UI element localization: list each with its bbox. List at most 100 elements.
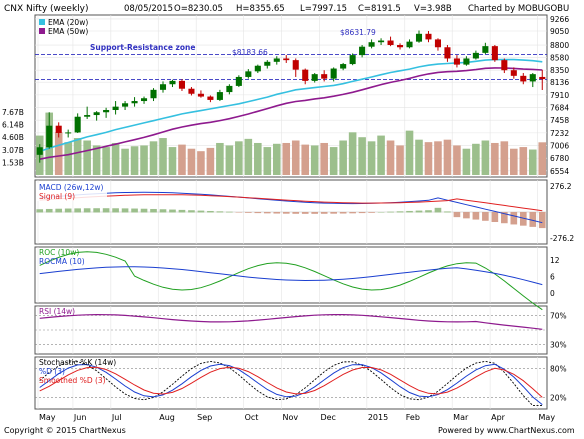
candle-body [178, 80, 185, 89]
volume-bar [92, 145, 101, 175]
macd-tick-label: -276.2 [550, 234, 574, 243]
macd-histogram-bar [102, 208, 110, 213]
candle-body [197, 93, 204, 97]
macd-histogram-bar [538, 212, 546, 229]
volume-bar [130, 146, 139, 175]
candle-body [378, 40, 385, 43]
volume-tick-label: 7.67B [2, 108, 24, 117]
candle-body [93, 112, 100, 116]
volume-bar [83, 140, 91, 175]
candle-body [434, 39, 441, 48]
stoch-smoothed-d-line [39, 366, 543, 398]
candle-body [150, 89, 157, 99]
volume-bar [510, 148, 518, 175]
macd-histogram-bar [112, 208, 119, 213]
volume-bar [282, 142, 291, 175]
macd-histogram-bar [188, 210, 195, 213]
volume-bar [377, 135, 385, 175]
roc-panel [34, 246, 548, 304]
volume-bar [320, 142, 328, 175]
macd-histogram-bar [519, 212, 527, 226]
rsi-line [39, 313, 543, 330]
candle-body [472, 52, 479, 59]
legend-stoch-d: %D (3) [39, 367, 65, 376]
macd-histogram-bar [64, 208, 72, 213]
annotation-sr-zone: Support-Resistance zone [90, 43, 195, 52]
volume-bar [187, 148, 196, 175]
candle-body [501, 60, 508, 71]
volume-bar [121, 148, 129, 175]
price-legend: EMA (20w) EMA (50w) [39, 18, 88, 36]
macd-histogram-bar [36, 209, 44, 213]
price-tick-label: 7684 [550, 104, 569, 113]
candle-body [131, 101, 138, 104]
month-tick-label: May [39, 413, 56, 422]
candle-body [292, 60, 299, 70]
candle-body [302, 69, 309, 81]
candle-body [463, 58, 470, 65]
volume-bar [73, 138, 82, 175]
volume-bar [434, 141, 442, 175]
volume-bar [405, 130, 414, 175]
macd-histogram-bar [396, 211, 404, 213]
volume-bar [301, 144, 310, 175]
candle-body [74, 116, 81, 133]
roc-tick-label: 6 [550, 272, 555, 281]
candle-body [112, 106, 119, 111]
volume-tick-label: 4.60B [2, 133, 24, 142]
macd-histogram-bar [501, 212, 508, 224]
macd-histogram-bar [472, 212, 480, 220]
price-tick-label: 7006 [550, 142, 569, 151]
candle-body [226, 85, 233, 93]
legend-signal: Signal (9) [39, 192, 75, 201]
legend-rocma: ROCMA (10) [39, 257, 85, 266]
candle-body [491, 46, 498, 61]
macd-histogram-bar [131, 208, 138, 213]
macd-histogram-bar [245, 212, 252, 213]
candle-body [55, 125, 62, 133]
macd-histogram-bar [406, 210, 413, 213]
rsi-tick-label: 30% [550, 341, 567, 350]
volume-bar [424, 142, 433, 175]
month-tick-label: Oct [245, 413, 259, 422]
legend-macd: MACD (26w,12w) [39, 183, 104, 192]
volume-bar [197, 151, 205, 175]
volume-bar [462, 148, 471, 175]
volume-bar [358, 137, 366, 175]
candle-body [216, 92, 223, 100]
macd-histogram-bar [159, 209, 167, 213]
roc-line [39, 251, 543, 311]
month-tick-label: Jun [73, 413, 87, 422]
volume-bar [443, 139, 452, 175]
volume-bar [216, 142, 224, 175]
macd-histogram-bar [226, 211, 233, 213]
candle-body [264, 61, 271, 66]
macd-histogram-bar [169, 209, 176, 213]
volume-tick-label: 6.14B [2, 121, 24, 130]
ema20-swatch [39, 19, 45, 25]
candle-body [529, 74, 536, 82]
macd-histogram-bar [207, 210, 214, 213]
stoch-tick-label: 20% [550, 393, 567, 402]
volume-bar [453, 145, 461, 175]
volume-bar [491, 142, 499, 175]
macd-histogram-bar [93, 208, 100, 213]
ema50-line [39, 67, 543, 160]
volume-bar [168, 147, 177, 175]
candle-body [425, 33, 432, 40]
charted-by: Charted by MOBUGOBU [468, 4, 569, 14]
macd-histogram-bar [320, 212, 328, 214]
volume-bar [291, 140, 300, 175]
month-tick-label: Aug [159, 413, 175, 422]
stoch-tick-label: 80% [550, 365, 567, 374]
volume-bar [415, 139, 423, 175]
macd-histogram-bar [254, 212, 262, 214]
macd-histogram-bar [216, 211, 224, 213]
volume-bar [472, 143, 480, 175]
rsi-legend: RSI (14w) [39, 307, 75, 316]
volume-bar [329, 147, 338, 175]
volume-bar [348, 132, 357, 175]
candle-body [188, 88, 195, 94]
macd-histogram-bar [263, 212, 271, 214]
month-tick-label: Feb [406, 413, 420, 422]
